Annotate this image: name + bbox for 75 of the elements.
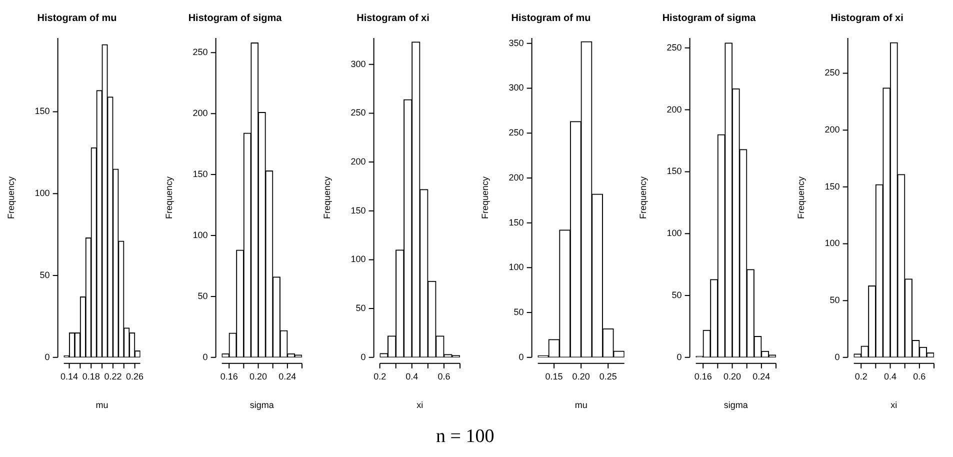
y-tick-label: 150	[350, 205, 366, 216]
x-tick-label: 0.4	[406, 371, 418, 382]
x-tick-label: 0.16	[220, 371, 238, 382]
y-tick-label: 50	[672, 290, 682, 300]
y-tick-label: 50	[514, 307, 524, 318]
y-tick-label: 0	[202, 352, 208, 362]
x-tick-label: 0.18	[82, 371, 100, 382]
y-tick-label: 200	[666, 104, 682, 114]
y-tick-label: 50	[356, 303, 366, 314]
y-tick-label: 100	[350, 254, 366, 264]
x-tick-label: 0.20	[250, 371, 268, 382]
y-tick-label: 100	[824, 238, 840, 248]
y-axis-title: Frequency	[638, 176, 648, 219]
y-tick-label: 50	[198, 290, 208, 301]
y-tick-label: 50	[830, 295, 840, 306]
y-tick-label: 50	[40, 270, 50, 280]
x-tick-label: 0.25	[599, 371, 617, 382]
chart-title: Histogram of mu	[37, 12, 117, 24]
y-tick-label: 150	[508, 217, 524, 228]
y-tick-label: 150	[192, 169, 208, 180]
chart-title: Histogram of mu	[511, 12, 591, 24]
x-tick-label: 0.6	[913, 371, 926, 382]
x-tick-label: 0.22	[104, 371, 122, 382]
y-tick-label: 250	[350, 108, 366, 118]
y-axis-title: Frequency	[164, 176, 174, 219]
chart-title: Histogram of sigma	[662, 12, 756, 24]
y-axis-title: Frequency	[6, 176, 16, 219]
chart-title: Histogram of xi	[830, 12, 904, 24]
chart-title: Histogram of sigma	[188, 12, 282, 24]
x-tick-label: 0.15	[545, 371, 563, 382]
y-tick-label: 150	[666, 166, 682, 176]
x-tick-label: 0.2	[374, 371, 386, 382]
x-tick-label: 0.6	[438, 371, 450, 382]
y-tick-label: 250	[192, 47, 208, 58]
y-tick-label: 0	[44, 352, 50, 362]
x-tick-label: 0.4	[884, 371, 897, 382]
y-axis-title: Frequency	[322, 176, 332, 219]
x-tick-label: 0.26	[126, 371, 144, 382]
y-tick-label: 150	[34, 106, 50, 116]
y-tick-label: 0	[834, 352, 840, 362]
y-tick-label: 150	[824, 181, 840, 192]
y-tick-label: 350	[508, 38, 524, 48]
x-tick-label: 0.24	[278, 371, 296, 382]
y-tick-label: 200	[192, 108, 208, 118]
x-axis-title: mu	[574, 400, 588, 410]
y-tick-label: 100	[192, 230, 208, 240]
y-tick-label: 200	[350, 156, 366, 167]
x-axis-title: xi	[416, 400, 424, 410]
y-tick-label: 250	[666, 42, 682, 52]
y-tick-label: 100	[34, 188, 50, 198]
x-tick-label: 0.2	[854, 371, 868, 382]
y-tick-label: 100	[508, 262, 524, 272]
x-axis-title: sigma	[250, 400, 274, 410]
x-axis-title: mu	[96, 400, 108, 410]
x-tick-label: 0.20	[724, 371, 742, 382]
x-tick-label: 0.24	[752, 371, 770, 382]
y-tick-label: 0	[360, 352, 366, 362]
chart-title: Histogram of xi	[356, 12, 430, 24]
y-tick-label: 200	[824, 124, 840, 135]
y-tick-label: 250	[824, 68, 840, 78]
x-tick-label: 0.16	[694, 371, 712, 382]
y-axis-title: Frequency	[796, 176, 806, 219]
y-tick-label: 300	[350, 58, 366, 69]
x-tick-label: 0.14	[60, 371, 78, 382]
y-tick-label: 200	[508, 172, 524, 182]
y-tick-label: 0	[518, 352, 524, 362]
x-axis-title: sigma	[724, 400, 748, 410]
text: n = 100	[436, 426, 494, 448]
x-tick-label: 0.20	[572, 371, 590, 382]
y-tick-label: 300	[508, 82, 524, 93]
y-tick-label: 100	[666, 228, 682, 238]
x-axis-title: xi	[890, 400, 898, 410]
y-tick-label: 250	[508, 128, 524, 138]
y-axis-title: Frequency	[480, 176, 490, 219]
y-tick-label: 0	[676, 352, 682, 362]
